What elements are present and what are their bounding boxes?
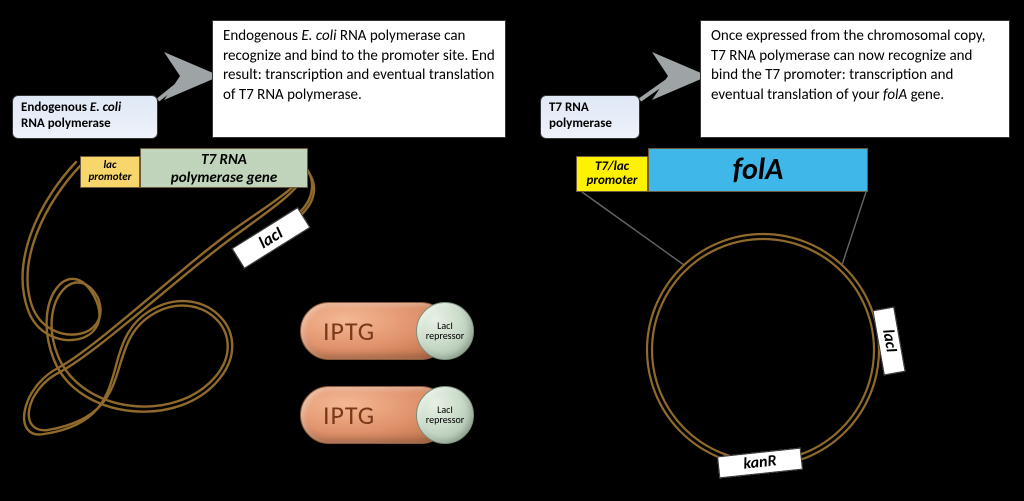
plasmid-kanR-gene: kanR [717, 448, 803, 479]
right-folA-gene: folA [648, 148, 868, 192]
right-polymerase-label: T7 RNApolymerase [540, 95, 640, 139]
plasmid-circle [647, 234, 879, 466]
right-arrow [640, 76, 700, 100]
left-lac-promoter: lacpromoter [80, 156, 140, 188]
plasmid-lacI-gene: lacI [872, 307, 905, 376]
left-description: Endogenous E. coli RNA polymerase can re… [212, 20, 506, 138]
iptg-label-2: IPTG [323, 399, 375, 431]
left-polymerase-label: Endogenous E. coliRNA polymerase [12, 95, 158, 139]
left-arrow [158, 76, 212, 100]
left-lacI-gene: lacI [232, 207, 311, 269]
plasmid-connectors [582, 192, 866, 265]
right-description: Once expressed from the chromosomal copy… [700, 20, 1010, 138]
left-t7-gene: T7 RNApolymerase gene [140, 148, 308, 188]
iptg-label-1: IPTG [323, 315, 375, 347]
right-t7lac-promoter: T7/lacpromoter [576, 156, 648, 192]
laci-repressor-ball-1: LacI repressor [416, 302, 474, 360]
laci-repressor-ball-2: LacI repressor [416, 386, 474, 444]
chromosomal-dna [23, 162, 314, 434]
